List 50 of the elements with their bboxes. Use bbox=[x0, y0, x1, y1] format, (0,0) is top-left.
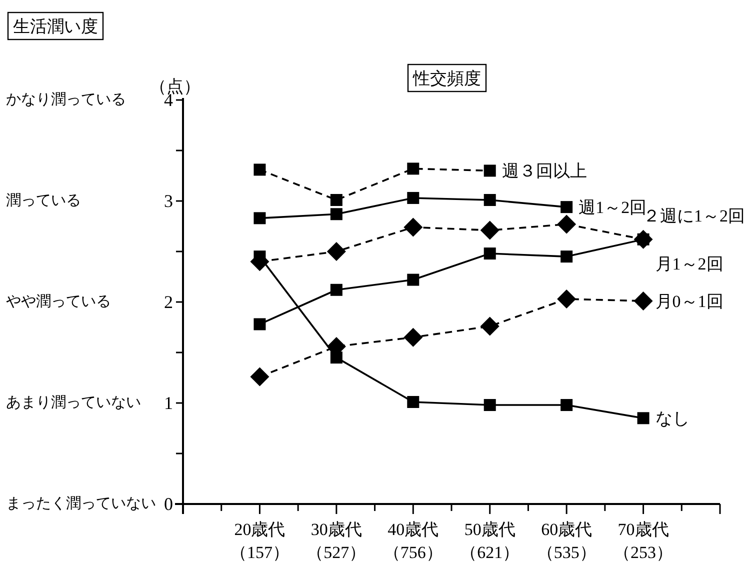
x-tick-label: 40歳代（756） bbox=[382, 519, 444, 564]
point bbox=[480, 316, 500, 336]
point bbox=[254, 212, 266, 224]
x-tick-label: 50歳代（621） bbox=[459, 519, 521, 564]
point bbox=[330, 352, 342, 364]
text: 生活潤い度 bbox=[13, 16, 98, 36]
point bbox=[407, 396, 420, 408]
point bbox=[250, 367, 270, 386]
x-tick-label: 20歳代（157） bbox=[228, 519, 290, 564]
point bbox=[330, 194, 342, 206]
series-label: なし bbox=[655, 408, 690, 428]
text: （点） bbox=[150, 76, 200, 96]
point bbox=[407, 192, 420, 204]
point bbox=[484, 248, 496, 260]
text: まったく潤っていない bbox=[6, 495, 156, 512]
point bbox=[557, 289, 576, 308]
y-tick-label: 1 bbox=[164, 393, 173, 413]
x-tick-label: 30歳代（527） bbox=[306, 519, 368, 564]
point bbox=[484, 399, 496, 412]
y-tick-label: 0 bbox=[164, 494, 173, 514]
series-label: 月1～2回 bbox=[655, 254, 724, 273]
text: やや潤っている bbox=[6, 293, 111, 310]
text: かなり潤っている bbox=[6, 91, 126, 108]
point bbox=[637, 412, 650, 424]
point bbox=[404, 328, 423, 347]
point bbox=[254, 164, 266, 176]
point bbox=[634, 291, 653, 310]
text: あまり潤っていない bbox=[6, 394, 141, 411]
series-label: 週３回以上 bbox=[502, 161, 587, 180]
point bbox=[330, 208, 342, 220]
point bbox=[557, 214, 576, 234]
point bbox=[560, 250, 573, 263]
x-tick-label: 60歳代（535） bbox=[536, 519, 598, 564]
point bbox=[407, 274, 420, 286]
point bbox=[484, 164, 496, 177]
point bbox=[326, 242, 346, 261]
point bbox=[330, 284, 342, 296]
point bbox=[484, 194, 496, 206]
point bbox=[407, 162, 420, 175]
series-label: 月0～1回 bbox=[655, 291, 724, 310]
x-tick-label: 70歳代（253） bbox=[612, 519, 674, 564]
point bbox=[560, 399, 573, 412]
text: 潤っている bbox=[6, 192, 81, 209]
point bbox=[404, 218, 423, 237]
y-tick-label: 2 bbox=[164, 292, 173, 312]
point bbox=[560, 201, 573, 214]
y-tick-label: 3 bbox=[164, 191, 173, 211]
point bbox=[480, 220, 500, 240]
chart-title: 性交頻度 bbox=[412, 68, 481, 88]
point bbox=[254, 318, 266, 330]
